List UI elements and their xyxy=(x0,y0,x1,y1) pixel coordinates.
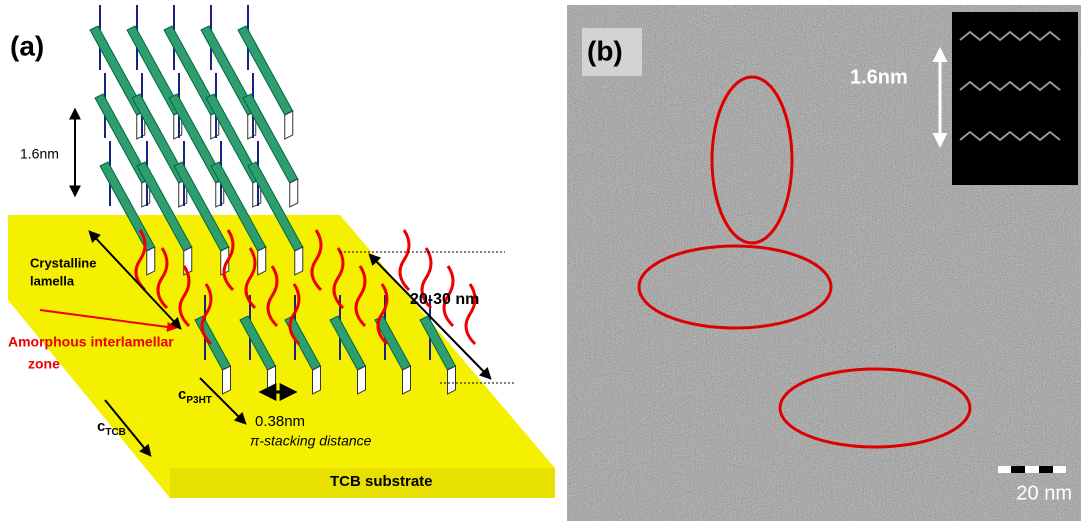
c: c xyxy=(178,386,186,403)
panel-label: (b) xyxy=(587,35,623,66)
lamella xyxy=(403,366,411,394)
scale-bar xyxy=(998,466,1066,473)
c: c xyxy=(97,418,105,435)
panel-b: (b) 1.6nm 20 nm xyxy=(567,5,1081,521)
lamella xyxy=(448,366,456,394)
crystalline-label: lamella xyxy=(30,273,75,288)
size-label: 20-30 nm xyxy=(410,291,479,308)
panel-a: (a) 1.6nm Crystalline lamella Amorphous … xyxy=(8,5,555,498)
amorphous-label: zone xyxy=(28,356,60,372)
lamella xyxy=(313,366,321,394)
crystalline-label: Crystalline xyxy=(30,255,96,270)
sub: TCB xyxy=(105,427,126,438)
stacking-caption: π-stacking distance xyxy=(250,433,372,449)
figure: (a) 1.6nm Crystalline lamella Amorphous … xyxy=(0,0,1081,521)
panel-label: (a) xyxy=(10,30,44,61)
lamella xyxy=(295,247,303,275)
stacking-label: 0.38nm xyxy=(255,413,305,430)
spacing-label: 1.6nm xyxy=(20,146,59,162)
lamella xyxy=(290,179,298,207)
lamella xyxy=(358,366,366,394)
inset xyxy=(952,12,1078,185)
inset-label: 1.6nm xyxy=(850,66,908,88)
lamella xyxy=(268,366,276,394)
scale-label: 20 nm xyxy=(1016,482,1072,504)
substrate-label: TCB substrate xyxy=(330,473,433,490)
lamella xyxy=(223,366,231,394)
lamella xyxy=(285,111,293,139)
sub: P3HT xyxy=(186,395,212,406)
lamella xyxy=(147,247,155,275)
lamella xyxy=(258,247,266,275)
lamella xyxy=(400,230,409,290)
amorphous-label: Amorphous interlamellar xyxy=(8,334,174,350)
